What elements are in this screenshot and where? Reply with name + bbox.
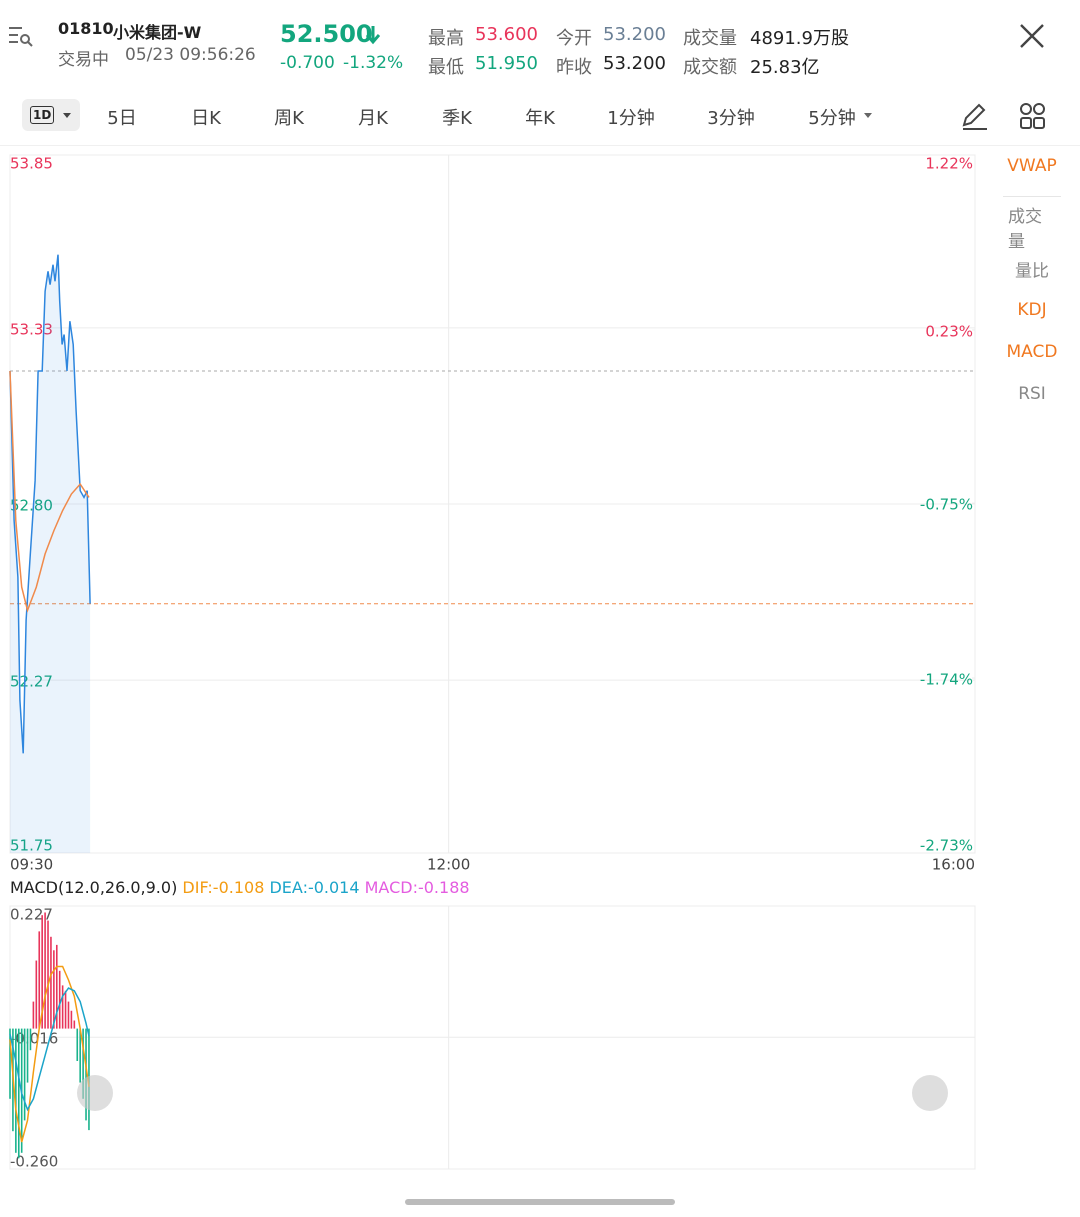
dropdown-arrow bbox=[864, 113, 872, 118]
y-tick-label: 51.75 bbox=[10, 837, 53, 855]
back-button[interactable] bbox=[912, 1075, 948, 1111]
y-tick-label: -0.260 bbox=[10, 1153, 58, 1171]
price-area bbox=[10, 254, 91, 853]
layout-icon[interactable] bbox=[1018, 101, 1048, 131]
y-tick-label: 53.85 bbox=[10, 155, 53, 173]
y2-tick-label: 1.22% bbox=[925, 155, 973, 173]
y-tick-label: 53.33 bbox=[10, 320, 53, 338]
indicator[interactable]: 量比 bbox=[1015, 261, 1049, 282]
stat-label: 今开 bbox=[556, 28, 592, 49]
tab[interactable]: 周K bbox=[274, 108, 304, 129]
divider bbox=[0, 145, 1080, 146]
stock-name: 小米集团-W bbox=[113, 23, 202, 42]
change-pct: -1.32% bbox=[343, 53, 404, 73]
tab[interactable]: 1D bbox=[30, 106, 55, 124]
divider bbox=[1003, 196, 1061, 197]
stat-label: 昨收 bbox=[556, 57, 592, 78]
home-indicator bbox=[405, 1199, 675, 1205]
add-button[interactable] bbox=[77, 1075, 113, 1111]
dropdown-arrow bbox=[63, 113, 71, 118]
tab-active-bg[interactable] bbox=[22, 99, 80, 131]
stat-value: 53.200 bbox=[603, 53, 666, 74]
indicator[interactable]: KDJ bbox=[1017, 300, 1047, 320]
draw-icon[interactable] bbox=[960, 101, 990, 131]
x-tick-label: 12:00 bbox=[427, 856, 470, 874]
stat-label: 最高 bbox=[428, 28, 464, 49]
legend-item: MACD:-0.188 bbox=[364, 878, 470, 897]
close-button[interactable] bbox=[1018, 22, 1046, 50]
menu-icon[interactable] bbox=[8, 24, 34, 48]
y2-tick-label: -1.74% bbox=[920, 671, 973, 689]
price: 52.500 bbox=[280, 20, 373, 48]
tab[interactable]: 3分钟 bbox=[707, 108, 755, 129]
legend-item: DIF:-0.108 bbox=[182, 878, 265, 897]
indicator[interactable]: 成交量 bbox=[1008, 207, 1042, 252]
stat-label: 成交额 bbox=[683, 57, 737, 78]
stat-value: 53.200 bbox=[603, 24, 666, 45]
status: 交易中 bbox=[58, 50, 109, 70]
series-line bbox=[9, 965, 90, 1143]
change: -0.700 bbox=[280, 53, 335, 73]
tab[interactable]: 日K bbox=[191, 108, 221, 129]
tab[interactable]: 年K bbox=[525, 108, 555, 129]
x-tick-label: 09:30 bbox=[10, 856, 53, 874]
series-line bbox=[9, 254, 91, 754]
y2-tick-label: 0.23% bbox=[925, 322, 973, 340]
indicator[interactable]: RSI bbox=[1018, 384, 1046, 404]
x-tick-label: 16:00 bbox=[932, 856, 975, 874]
tab[interactable]: 季K bbox=[442, 108, 472, 129]
y2-tick-label: -0.75% bbox=[920, 496, 973, 514]
series-line bbox=[9, 987, 90, 1112]
indicator[interactable]: VWAP bbox=[1007, 156, 1057, 176]
tab[interactable]: 5分钟 bbox=[808, 108, 856, 129]
stat-value: 4891.9万股 bbox=[750, 28, 849, 49]
stat-label: 最低 bbox=[428, 57, 464, 78]
stat-value: 51.950 bbox=[475, 53, 538, 74]
y-tick-label: 0.227 bbox=[10, 906, 53, 924]
stat-value: 25.83亿 bbox=[750, 57, 820, 78]
series-line bbox=[9, 370, 90, 613]
indicator[interactable]: MACD bbox=[1006, 342, 1058, 362]
stat-label: 成交量 bbox=[683, 28, 737, 49]
y-tick-label: 52.27 bbox=[10, 673, 53, 691]
stock-code: 01810 bbox=[58, 19, 114, 38]
macd-legend: MACD(12.0,26.0,9.0) DIF:-0.108 DEA:-0.01… bbox=[10, 878, 470, 897]
down-arrow bbox=[366, 26, 380, 45]
y-tick-label: 52.80 bbox=[10, 497, 53, 515]
y2-tick-label: -2.73% bbox=[920, 837, 973, 855]
macd-title: MACD(12.0,26.0,9.0) bbox=[10, 878, 178, 897]
tab[interactable]: 1分钟 bbox=[607, 108, 655, 129]
time: 05/23 09:56:26 bbox=[125, 45, 256, 65]
tab[interactable]: 5日 bbox=[107, 108, 137, 129]
legend-item: DEA:-0.014 bbox=[269, 878, 360, 897]
stat-value: 53.600 bbox=[475, 24, 538, 45]
tab[interactable]: 月K bbox=[358, 108, 388, 129]
